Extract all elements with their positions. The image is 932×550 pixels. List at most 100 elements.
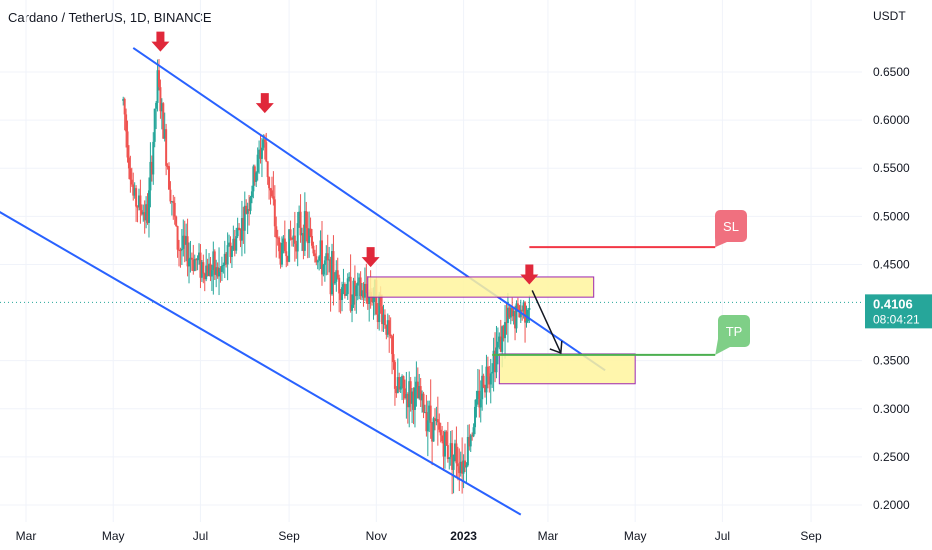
candle-body bbox=[152, 141, 155, 175]
candle-body bbox=[133, 188, 136, 196]
candle-body bbox=[386, 320, 389, 335]
candle-body bbox=[215, 267, 218, 275]
down-arrow-icon bbox=[520, 264, 539, 285]
candle-body bbox=[416, 381, 419, 399]
candle-body bbox=[379, 294, 382, 307]
candle-body bbox=[488, 376, 491, 385]
candle-body bbox=[178, 249, 181, 251]
candle-body bbox=[511, 307, 514, 317]
candle-body bbox=[466, 436, 469, 466]
down-arrow-icon bbox=[255, 93, 274, 114]
callout-box bbox=[715, 210, 747, 242]
candle-body bbox=[216, 267, 219, 277]
candle-body bbox=[409, 381, 412, 404]
candle-body bbox=[508, 307, 511, 318]
candle-body bbox=[259, 149, 262, 159]
candle-body bbox=[306, 228, 309, 244]
candle-body bbox=[391, 336, 394, 355]
candle-body bbox=[378, 294, 381, 323]
candle-body bbox=[223, 253, 226, 266]
candle-body bbox=[173, 202, 176, 217]
candle-body bbox=[176, 226, 179, 250]
candle-body bbox=[453, 443, 456, 456]
candle-body bbox=[265, 142, 268, 162]
sl-label-text: SL bbox=[723, 219, 739, 234]
y-tick-label: 0.2500 bbox=[873, 450, 910, 464]
candle-body bbox=[183, 235, 186, 245]
candle-body bbox=[260, 147, 263, 159]
candle-body bbox=[309, 228, 312, 237]
candle-body bbox=[388, 320, 391, 335]
candle-body bbox=[362, 290, 365, 298]
candle-body bbox=[146, 204, 149, 223]
candle-body bbox=[169, 189, 172, 202]
candle-body bbox=[228, 242, 231, 246]
candle-body bbox=[445, 431, 448, 446]
candle-body bbox=[422, 393, 425, 413]
candle-body bbox=[436, 419, 439, 423]
candle-body bbox=[469, 435, 472, 447]
candle-body bbox=[203, 273, 206, 280]
candle-body bbox=[289, 229, 292, 239]
x-tick-label: 2023 bbox=[450, 529, 477, 543]
candle-body bbox=[372, 296, 375, 302]
candle-body bbox=[125, 114, 128, 132]
projection-arrow-line bbox=[531, 290, 562, 354]
candle-body bbox=[275, 226, 278, 238]
sl-label: SL bbox=[715, 210, 747, 248]
candle-body bbox=[385, 325, 388, 335]
candle-body bbox=[230, 249, 233, 257]
tp-label-text: TP bbox=[726, 324, 743, 339]
candle-body bbox=[376, 314, 379, 323]
candle-body bbox=[489, 373, 492, 385]
candle-body bbox=[323, 260, 326, 265]
candle-body bbox=[476, 390, 479, 400]
candle-body bbox=[443, 431, 446, 457]
candle-body bbox=[429, 405, 432, 423]
candle-body bbox=[383, 314, 386, 326]
candle-body bbox=[162, 103, 165, 139]
candle-body bbox=[273, 199, 276, 227]
candle-body bbox=[147, 190, 150, 223]
candle-body bbox=[282, 238, 285, 243]
candle-body bbox=[522, 302, 525, 312]
candle-body bbox=[137, 195, 140, 207]
candle-body bbox=[516, 303, 519, 306]
candle-body bbox=[452, 455, 455, 470]
candle-body bbox=[335, 270, 338, 282]
candle-body bbox=[280, 242, 283, 265]
candle-body bbox=[482, 375, 485, 388]
candle-body bbox=[396, 377, 399, 394]
price-badge-bg bbox=[865, 294, 932, 329]
candle-body bbox=[442, 441, 445, 457]
candle-body bbox=[322, 264, 325, 275]
candle-body bbox=[499, 336, 502, 352]
candle-body bbox=[465, 465, 468, 468]
candle-body bbox=[349, 276, 352, 311]
chart-title: Cardano / TetherUS, 1D, BINANCE bbox=[8, 10, 212, 25]
callout-box bbox=[718, 315, 750, 347]
candle-body bbox=[209, 263, 212, 277]
candle-body bbox=[398, 377, 401, 390]
candle-body bbox=[208, 263, 211, 276]
y-tick-label: 0.6500 bbox=[873, 65, 910, 79]
candle-body bbox=[150, 161, 153, 175]
candle-body bbox=[421, 393, 424, 401]
candle-body bbox=[484, 387, 487, 393]
candle-body bbox=[351, 304, 354, 311]
candle-body bbox=[225, 253, 228, 265]
candle-body bbox=[413, 387, 416, 410]
candle-body bbox=[389, 334, 392, 337]
candle-body bbox=[239, 230, 242, 241]
candle-body bbox=[159, 87, 162, 112]
candle-body bbox=[355, 285, 358, 297]
candle-body bbox=[399, 386, 402, 390]
candle-body bbox=[127, 157, 130, 169]
candle-body bbox=[290, 238, 293, 240]
candle-body bbox=[426, 420, 429, 432]
candle-body bbox=[175, 216, 178, 227]
candle-body bbox=[303, 211, 306, 251]
candle-body bbox=[276, 237, 279, 239]
candle-body bbox=[269, 188, 272, 191]
